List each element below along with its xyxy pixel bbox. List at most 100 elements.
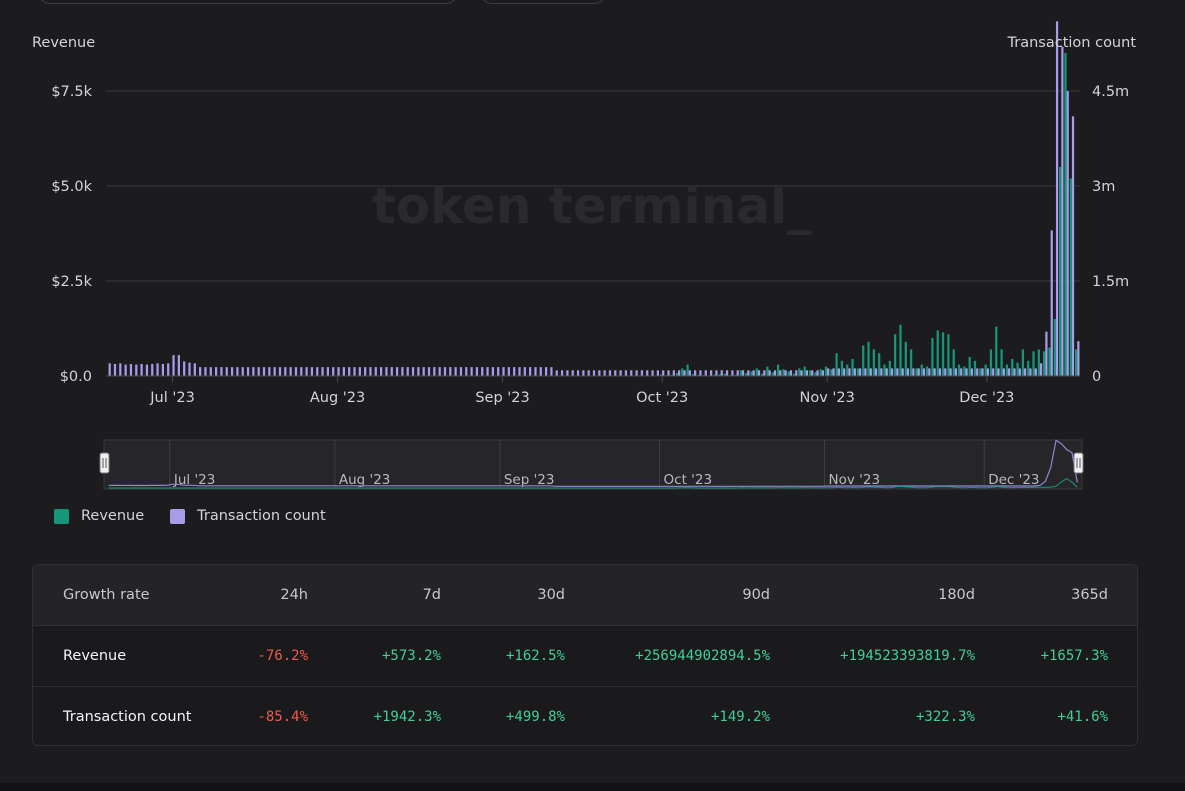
revenue-bar <box>766 366 769 376</box>
growth-rate-table: Growth rate 24h 7d 30d 90d 180d 365d Rev… <box>32 564 1138 746</box>
revenue-bar <box>968 357 971 376</box>
x-tick-label: Nov '23 <box>800 390 855 406</box>
transaction-bar <box>523 367 526 376</box>
transaction-bar <box>944 368 947 376</box>
legend-label-transactions: Transaction count <box>197 508 326 524</box>
table-header-row: Growth rate 24h 7d 30d 90d 180d 365d <box>33 565 1137 625</box>
transaction-bar <box>422 367 425 376</box>
growth-cell: +322.3% <box>915 708 975 725</box>
transaction-bar <box>949 368 952 376</box>
growth-cell: +499.8% <box>505 708 565 725</box>
transaction-bar <box>1013 368 1016 376</box>
revenue-bar <box>713 374 716 376</box>
navigator-background <box>103 439 1083 490</box>
transaction-bar <box>598 370 601 376</box>
navigator-label: Nov '23 <box>829 472 881 488</box>
revenue-bar <box>755 368 758 376</box>
transaction-bar <box>204 367 207 376</box>
y-left-tick-label: $5.0k <box>51 179 92 195</box>
navigator-revenue-line <box>108 478 1078 489</box>
transaction-bar <box>651 370 654 376</box>
transaction-bar <box>1077 341 1080 376</box>
transaction-bar <box>582 370 585 376</box>
transaction-bar <box>864 368 867 376</box>
navigator-left-handle[interactable] <box>99 452 110 474</box>
revenue-bar <box>808 370 812 376</box>
transaction-bar <box>1034 368 1037 376</box>
transaction-bar <box>747 370 750 376</box>
navigator-right-handle[interactable] <box>1073 452 1084 474</box>
revenue-bar <box>1048 347 1051 376</box>
table-header-24h: 24h <box>280 587 308 603</box>
transaction-bar <box>917 368 920 376</box>
transaction-bar <box>1061 46 1064 377</box>
transaction-bar <box>305 367 308 376</box>
transaction-bar <box>970 368 974 376</box>
revenue-transactions-chart: token terminal_ $0.0 $2.5k $5.0k $7.5k 0 1.5m… <box>32 21 1136 490</box>
transaction-bar <box>997 368 1000 376</box>
revenue-bar <box>697 374 700 376</box>
transaction-bar <box>278 367 282 376</box>
transaction-bar <box>262 367 266 376</box>
transaction-bar <box>417 367 420 376</box>
transaction-bar <box>1045 331 1048 376</box>
range-navigator[interactable]: Jul '23 Aug '23 Sep '23 Oct '23 Nov '23 Dec '… <box>99 439 1084 490</box>
revenue-bar <box>691 374 695 376</box>
revenue-bar <box>1000 349 1003 376</box>
transaction-bar <box>699 370 702 376</box>
navigator-label: Sep '23 <box>504 472 555 488</box>
transaction-bar <box>395 367 399 376</box>
legend-item-transactions[interactable]: Transaction count <box>170 508 326 524</box>
row-label-transactions: Transaction count <box>63 708 192 725</box>
transaction-bar <box>571 370 574 376</box>
transaction-bar <box>694 370 697 376</box>
revenue-bar <box>878 353 881 376</box>
transaction-bar <box>364 367 367 376</box>
transaction-bar <box>529 367 532 376</box>
transaction-bar <box>922 368 926 376</box>
transaction-bar <box>199 367 202 376</box>
navigator-label: Jul '23 <box>173 472 215 488</box>
transaction-bar <box>119 363 122 376</box>
revenue-bar <box>739 370 742 376</box>
growth-cell: +573.2% <box>381 647 441 664</box>
transaction-bar <box>257 367 260 376</box>
transaction-bar <box>369 367 372 376</box>
revenue-swatch <box>54 508 69 524</box>
y-right-tick-label: 3m <box>1092 179 1115 195</box>
transaction-bar <box>310 367 314 376</box>
transaction-bar <box>321 367 324 376</box>
transaction-bar <box>938 368 942 376</box>
transaction-bar <box>843 368 846 376</box>
transaction-bar <box>811 370 814 376</box>
transaction-bar <box>1055 21 1059 376</box>
transaction-bar <box>704 370 707 376</box>
transaction-bar <box>976 368 979 376</box>
transaction-bar <box>1008 368 1011 376</box>
revenue-bar <box>1059 167 1062 376</box>
transaction-bar <box>486 367 489 376</box>
revenue-bar <box>989 349 993 376</box>
transaction-bar <box>859 368 862 376</box>
revenue-bar <box>979 368 982 376</box>
revenue-bar <box>819 369 822 376</box>
transaction-bar <box>816 370 819 376</box>
revenue-bar <box>814 372 817 376</box>
revenue-bar <box>894 334 897 376</box>
revenue-bar <box>910 349 913 376</box>
axes: $0.0 $2.5k $5.0k $7.5k 0 1.5m 3m 4.5m Revenue Tra… <box>32 35 1136 406</box>
bars <box>108 21 1080 377</box>
table-row: Revenue -76.2% +573.2% +162.5% +25694490… <box>33 625 1137 685</box>
revenue-bar <box>803 366 806 376</box>
revenue-bar <box>787 371 790 376</box>
transaction-bar <box>129 363 133 376</box>
revenue-bar <box>1021 349 1025 376</box>
transaction-bar <box>630 370 633 376</box>
transaction-bar <box>390 367 393 376</box>
transaction-bar <box>890 368 894 376</box>
table-header-180d: 180d <box>938 587 975 603</box>
legend-item-revenue[interactable]: Revenue <box>54 508 144 524</box>
transaction-bar <box>965 368 968 376</box>
revenue-bar <box>1064 53 1067 376</box>
transaction-bar <box>906 368 910 376</box>
